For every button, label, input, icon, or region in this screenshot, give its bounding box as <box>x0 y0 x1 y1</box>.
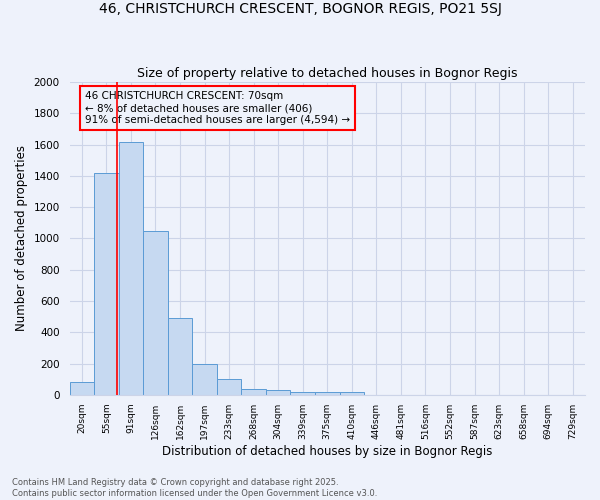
Bar <box>192 364 217 395</box>
Bar <box>119 142 143 395</box>
Y-axis label: Number of detached properties: Number of detached properties <box>15 146 28 332</box>
Bar <box>340 392 364 395</box>
Bar <box>266 390 290 395</box>
Text: Contains HM Land Registry data © Crown copyright and database right 2025.
Contai: Contains HM Land Registry data © Crown c… <box>12 478 377 498</box>
Bar <box>168 318 192 395</box>
Bar <box>143 230 168 395</box>
Title: Size of property relative to detached houses in Bognor Regis: Size of property relative to detached ho… <box>137 66 518 80</box>
Text: 46 CHRISTCHURCH CRESCENT: 70sqm
← 8% of detached houses are smaller (406)
91% of: 46 CHRISTCHURCH CRESCENT: 70sqm ← 8% of … <box>85 92 350 124</box>
Bar <box>290 392 315 395</box>
X-axis label: Distribution of detached houses by size in Bognor Regis: Distribution of detached houses by size … <box>162 444 493 458</box>
Text: 46, CHRISTCHURCH CRESCENT, BOGNOR REGIS, PO21 5SJ: 46, CHRISTCHURCH CRESCENT, BOGNOR REGIS,… <box>98 2 502 16</box>
Bar <box>315 392 340 395</box>
Bar <box>70 382 94 395</box>
Bar <box>94 173 119 395</box>
Bar <box>217 380 241 395</box>
Bar <box>241 390 266 395</box>
